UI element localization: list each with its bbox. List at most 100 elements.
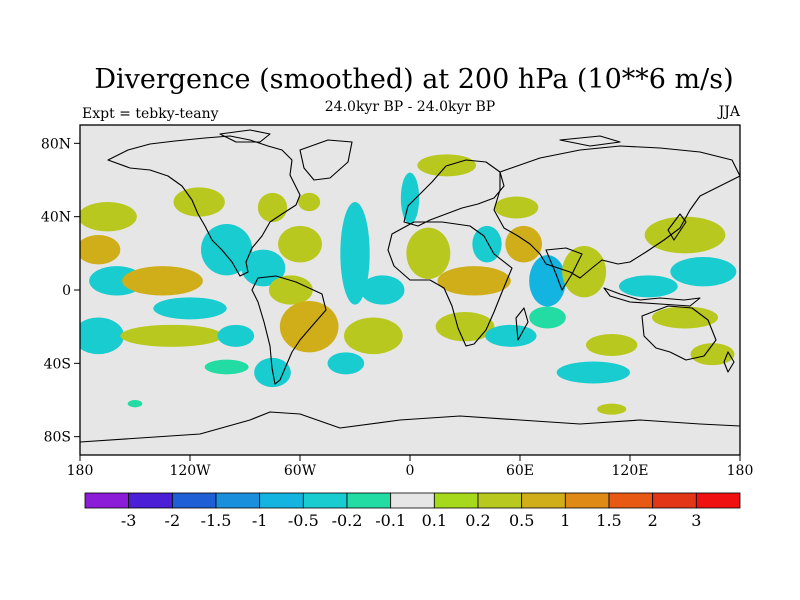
anomaly-region-4 bbox=[400, 172, 420, 224]
anomaly-regions bbox=[80, 154, 737, 415]
coast-antarctica bbox=[80, 411, 740, 443]
anomaly-region-12 bbox=[153, 297, 227, 320]
anomaly-region-21 bbox=[340, 202, 370, 305]
x-tick-label: 60E bbox=[506, 463, 534, 479]
coast-indonesia bbox=[603, 287, 701, 307]
colorbar-swatch bbox=[84, 492, 130, 509]
coast-india bbox=[545, 247, 583, 291]
anomaly-region-34 bbox=[644, 216, 726, 254]
anomaly-region-18 bbox=[268, 275, 313, 305]
anomaly-region-22 bbox=[360, 275, 405, 305]
coast-australia bbox=[641, 305, 717, 361]
colorbar-swatch bbox=[390, 492, 435, 509]
colorbar-swatch bbox=[477, 492, 523, 509]
right-label: JJA bbox=[717, 104, 741, 120]
colorbar-swatch bbox=[346, 492, 392, 509]
anomaly-region-26 bbox=[437, 266, 511, 296]
anomaly-region-31 bbox=[505, 225, 542, 263]
anomaly-region-36 bbox=[652, 306, 718, 329]
colorbar-swatch bbox=[695, 492, 741, 509]
coast-new-zealand bbox=[723, 351, 735, 373]
colorbar-label: -0.2 bbox=[332, 511, 363, 530]
colorbar-label: 2 bbox=[648, 511, 658, 530]
colorbar-label: 3 bbox=[691, 511, 701, 530]
colorbar-swatch bbox=[564, 492, 610, 509]
anomaly-region-25 bbox=[406, 227, 451, 279]
x-tick-label: 120E bbox=[612, 463, 649, 479]
colorbar-swatch bbox=[433, 492, 479, 509]
anomaly-region-13 bbox=[120, 324, 223, 347]
anomaly-region-8 bbox=[80, 235, 121, 265]
left-label: Expt = tebky-teany bbox=[82, 106, 219, 122]
coast-europe bbox=[403, 159, 505, 227]
anomaly-region-32 bbox=[562, 245, 607, 298]
x-tick-label: 180 bbox=[67, 463, 94, 479]
anomaly-region-41 bbox=[127, 400, 143, 408]
y-tick-label: 80N bbox=[41, 136, 71, 152]
anomaly-region-7 bbox=[80, 202, 137, 232]
anomaly-region-1 bbox=[257, 192, 288, 223]
center-label: 24.0kyr BP - 24.0kyr BP bbox=[325, 99, 495, 115]
anomaly-region-23 bbox=[344, 317, 403, 355]
coast-greenland bbox=[299, 139, 353, 181]
colorbar-swatch bbox=[215, 492, 261, 509]
y-tick-label: 0 bbox=[62, 283, 71, 299]
x-tick-label: 180 bbox=[727, 463, 754, 479]
anomaly-region-17 bbox=[278, 225, 322, 263]
colorbar-label: 1 bbox=[560, 511, 570, 530]
anomaly-region-6 bbox=[472, 225, 502, 263]
anomaly-region-11 bbox=[122, 266, 203, 296]
anomaly-region-15 bbox=[217, 324, 255, 347]
colorbar-swatch bbox=[652, 492, 697, 509]
coast-asia bbox=[493, 145, 740, 279]
colorbar-swatch bbox=[608, 492, 654, 509]
colorbar-swatch bbox=[259, 492, 304, 509]
coast-north-america bbox=[107, 135, 301, 277]
colorbar-swatch bbox=[521, 492, 566, 509]
anomaly-region-35 bbox=[670, 257, 737, 287]
anomaly-region-27 bbox=[435, 312, 495, 342]
anomaly-region-28 bbox=[485, 324, 537, 347]
anomaly-region-2 bbox=[298, 192, 321, 212]
anomaly-region-40 bbox=[597, 403, 627, 415]
colorbar-swatch bbox=[302, 492, 348, 509]
colorbar-label: 0.1 bbox=[422, 511, 447, 530]
y-tick-label: 40S bbox=[44, 356, 71, 372]
colorbar-label: -1 bbox=[252, 511, 268, 530]
colorbar-label: -0.1 bbox=[375, 511, 406, 530]
anomaly-region-24 bbox=[327, 352, 365, 375]
y-tick-label: 40N bbox=[41, 210, 71, 226]
chart-title: Divergence (smoothed) at 200 hPa (10**6 … bbox=[94, 64, 733, 95]
anomaly-region-5 bbox=[494, 196, 539, 219]
x-tick-label: 0 bbox=[406, 463, 415, 479]
anomaly-region-0 bbox=[173, 187, 225, 217]
colorbar-label: 0.2 bbox=[465, 511, 490, 530]
y-tick-label: 80S bbox=[44, 430, 71, 446]
x-tick-label: 60W bbox=[284, 463, 317, 479]
anomaly-region-29 bbox=[529, 306, 566, 329]
colorbar-label: -1.5 bbox=[201, 511, 232, 530]
anomaly-region-38 bbox=[556, 361, 630, 384]
y-axis: 80N 40N 0 40S 80S bbox=[41, 136, 80, 446]
colorbar-label: 1.5 bbox=[596, 511, 621, 530]
anomaly-region-10 bbox=[80, 317, 124, 355]
colorbar-swatch bbox=[171, 492, 217, 509]
anomaly-region-16 bbox=[241, 249, 286, 287]
coast-arctic-islands bbox=[219, 129, 621, 147]
colorbar-swatch bbox=[128, 492, 173, 509]
anomaly-region-19 bbox=[279, 301, 339, 353]
colorbar: -3 -2 -1.5 -1 -0.5 -0.2 -0.1 0.1 0.2 0.5 1 1.5 2 3 bbox=[84, 492, 741, 530]
anomaly-region-42 bbox=[204, 359, 249, 375]
anomaly-region-33 bbox=[619, 275, 678, 298]
colorbar-label: -2 bbox=[165, 511, 181, 530]
x-axis: 180 120W 60W 0 60E 120E 180 bbox=[67, 455, 754, 479]
coast-madagascar bbox=[515, 307, 529, 341]
anomaly-region-30 bbox=[529, 255, 566, 307]
coast-japan bbox=[667, 213, 687, 241]
anomaly-region-14 bbox=[201, 224, 253, 276]
x-tick-label: 120W bbox=[169, 463, 211, 479]
colorbar-label: 0.5 bbox=[509, 511, 534, 530]
coast-africa bbox=[387, 221, 513, 347]
anomaly-region-39 bbox=[690, 343, 735, 366]
